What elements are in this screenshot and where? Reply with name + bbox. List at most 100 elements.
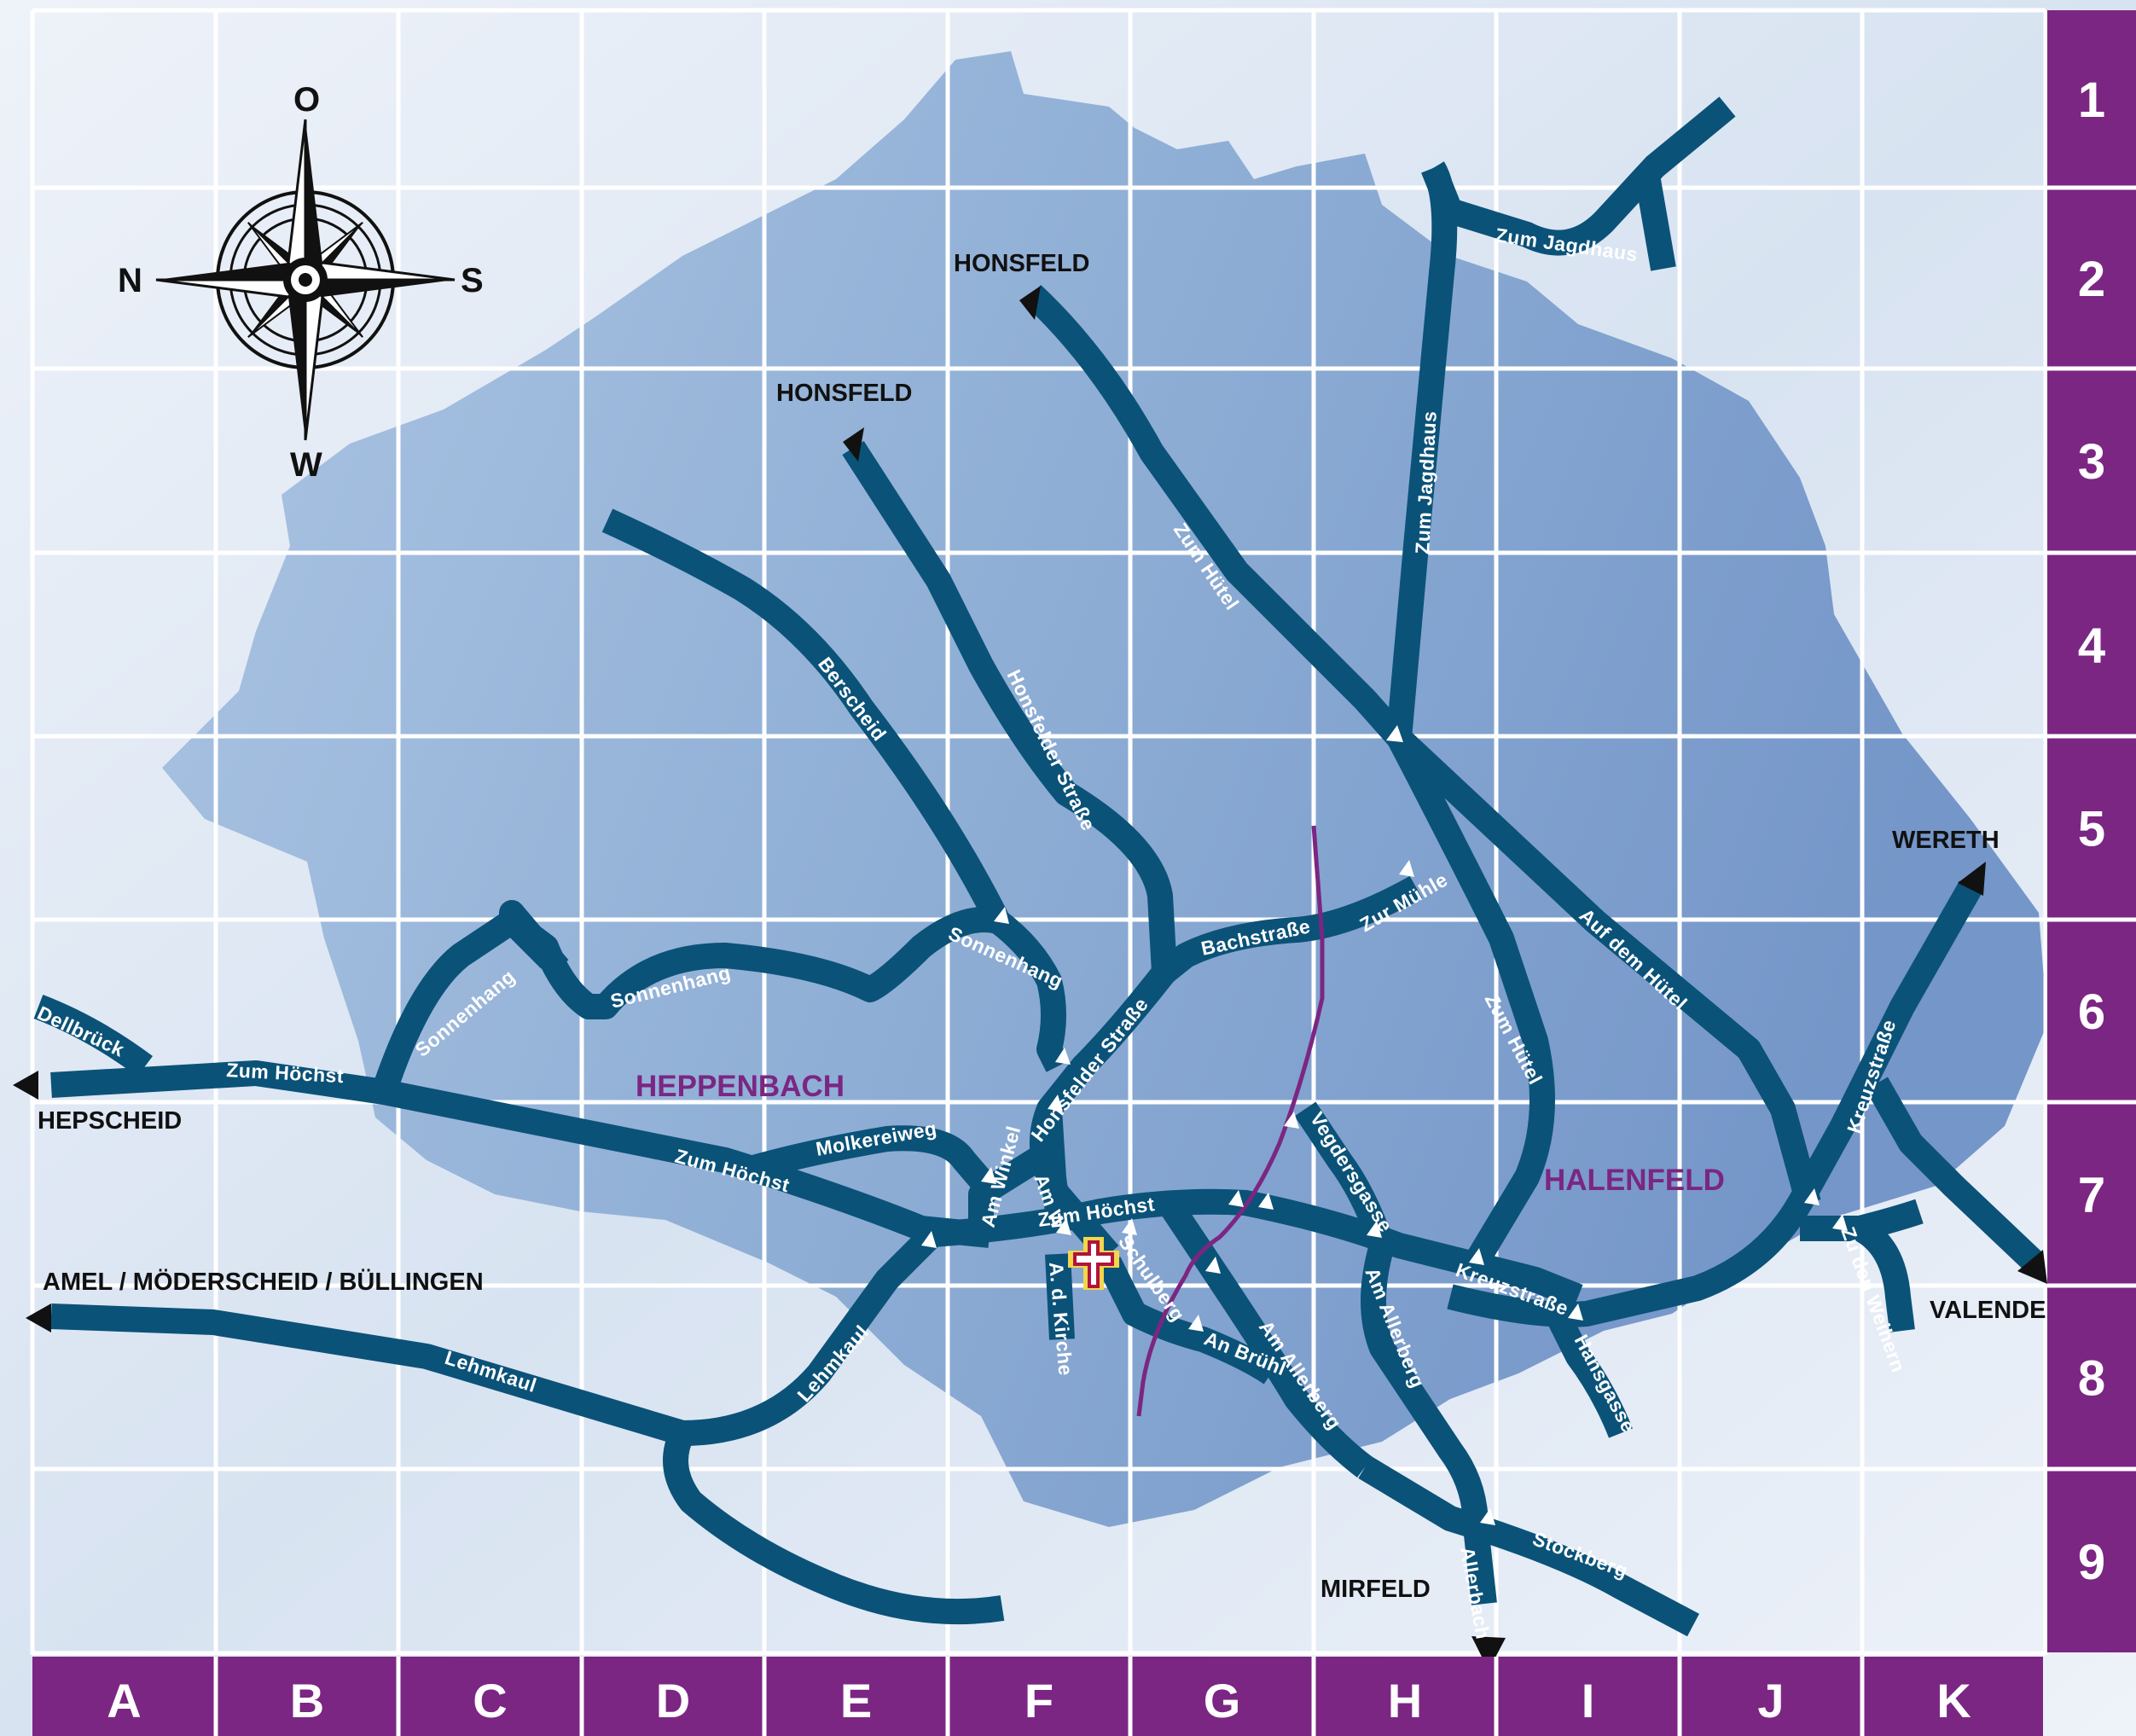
compass-east-label: S (461, 262, 484, 299)
compass-rose-icon: O N S W (118, 81, 484, 484)
row-label-8: 8 (2078, 1351, 2105, 1407)
row-index-labels: 1 2 3 4 5 6 7 8 9 (2047, 73, 2136, 1590)
row-label-7: 7 (2078, 1168, 2105, 1223)
marker (994, 907, 1009, 924)
road-zum-huetel-north (1023, 285, 1409, 746)
row-label-5: 5 (2078, 802, 2105, 857)
road-zum-jagdhaus-spur (1634, 168, 1676, 271)
road-lehmkaul-east (682, 1228, 939, 1446)
row-label-3: 3 (2078, 434, 2105, 490)
marker (981, 1167, 996, 1184)
marker (921, 1231, 937, 1248)
marker (1284, 1112, 1299, 1129)
marker (1228, 1190, 1244, 1207)
column-label-k: K (1936, 1674, 1971, 1727)
marker (1568, 1303, 1583, 1321)
road-molkereiweg (746, 1125, 1000, 1199)
road-sonnenhang-east (504, 907, 1001, 1019)
road-bachstrasse (1156, 875, 1423, 983)
marker (1386, 725, 1403, 742)
arrow-wereth-icon (1958, 862, 1986, 896)
road-dellbrueck (33, 995, 153, 1077)
column-label-i: I (1582, 1674, 1595, 1727)
marker (1804, 1188, 1820, 1205)
column-label-j: J (1757, 1674, 1784, 1727)
road-zu-den-weihern (1800, 1199, 1924, 1332)
municipality-area (162, 51, 2047, 1527)
compass-south-label: W (290, 446, 322, 484)
church-cross-icon[interactable] (1068, 1237, 1119, 1290)
road-schulberg (1097, 1257, 1279, 1385)
destination-honsfeld-b[interactable]: HONSFELD (776, 380, 913, 407)
column-label-b: B (290, 1674, 324, 1727)
road-zum-huetel-south (1387, 732, 1555, 1269)
road-a-d-kirche (1045, 1253, 1075, 1340)
road-honsfelder-north (842, 440, 1177, 973)
row-label-4: 4 (2078, 618, 2105, 674)
column-index-band (32, 1657, 2043, 1736)
column-label-d: D (656, 1674, 690, 1727)
destination-honsfeld-a[interactable]: HONSFELD (954, 250, 1090, 277)
arrow-hepscheid-icon (13, 1071, 38, 1100)
row-label-6: 6 (2078, 984, 2105, 1040)
destination-wereth[interactable]: WERETH (1892, 827, 2000, 854)
arrow-honsfeld-b-icon (843, 427, 864, 462)
intersection-markers (921, 725, 1848, 1525)
direction-arrows (13, 286, 2047, 1670)
marker (1188, 1315, 1204, 1332)
arrow-mirfeld-icon (1471, 1636, 1506, 1670)
column-label-h: H (1388, 1674, 1422, 1727)
marker (1205, 1257, 1221, 1274)
column-label-a: A (107, 1674, 141, 1727)
arrow-valender-icon (2017, 1250, 2047, 1284)
compass-north-label: O (293, 81, 320, 119)
road-auf-dem-huetel (1390, 729, 1821, 1206)
row-label-2: 2 (2078, 252, 2105, 307)
road-lehmkaul-south (663, 1427, 1005, 1625)
column-label-c: C (473, 1674, 507, 1727)
road-am-winkel (968, 1108, 1071, 1233)
marker (1399, 860, 1414, 877)
compass-west-label: N (118, 262, 142, 299)
road-zum-hoechst-west (50, 1060, 991, 1248)
destination-hepscheid[interactable]: HEPSCHEID (38, 1107, 182, 1135)
destination-amel[interactable]: AMEL / MÖDERSCHEID / BÜLLINGEN (43, 1268, 484, 1296)
destination-labels: HONSFELD HONSFELD HEPSCHEID AMEL / MÖDER… (38, 250, 2063, 1603)
destination-mirfeld[interactable]: MIRFELD (1320, 1576, 1431, 1603)
road-am-allerberg-east (1361, 1241, 1497, 1605)
road-stockberg (1358, 1456, 1700, 1637)
district-boundary (1136, 825, 1325, 1417)
road-sonnenhang-link (990, 911, 1070, 1072)
road-zum-jagdhaus (1386, 161, 1458, 740)
marker (1056, 1218, 1071, 1235)
marker (1480, 1508, 1495, 1525)
column-label-f: F (1024, 1674, 1053, 1727)
road-zum-jagdhaus-north (1421, 96, 1736, 256)
destination-valender[interactable]: VALENDER (1930, 1297, 2063, 1324)
row-label-1: 1 (2078, 73, 2105, 128)
village-heppenbach: HEPPENBACH (636, 1070, 845, 1103)
column-label-e: E (840, 1674, 872, 1727)
arrow-amel-icon (26, 1303, 51, 1332)
marker (1367, 1221, 1382, 1238)
marker (1832, 1214, 1848, 1231)
marker (1048, 1094, 1063, 1112)
column-label-g: G (1204, 1674, 1241, 1727)
road-hansgasse (1541, 1299, 1633, 1438)
row-label-9: 9 (2078, 1535, 2105, 1590)
row-index-band (2047, 10, 2136, 1652)
village-halenfeld: HALENFELD (1544, 1164, 1725, 1197)
marker (1469, 1248, 1484, 1265)
road-kreuzstrasse-north (1447, 880, 1982, 1327)
road-lehmkaul-west (50, 1303, 687, 1446)
road-network (33, 96, 2044, 1637)
road-sonnenhang-stub (498, 904, 569, 977)
marker (1055, 1048, 1071, 1065)
marker (1258, 1193, 1274, 1210)
column-index-labels: A B C D E F G H I J K (107, 1657, 1971, 1736)
road-kreuzstrasse-spur (1865, 1077, 2044, 1272)
arrow-honsfeld-a-icon (1019, 286, 1041, 320)
road-berscheid (601, 508, 1010, 927)
